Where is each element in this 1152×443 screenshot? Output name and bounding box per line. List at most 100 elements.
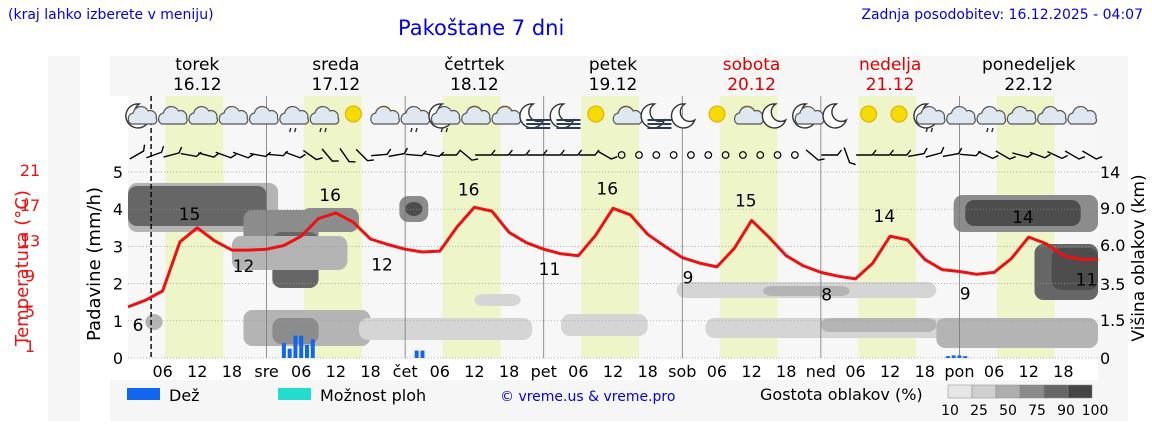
wind-barb	[873, 149, 895, 156]
cloud-shape	[218, 105, 249, 125]
hour-tick-label: 12	[1019, 362, 1039, 381]
hour-tick-label: 06	[152, 362, 172, 381]
wind-barb	[925, 146, 945, 158]
wind-barb	[405, 150, 427, 157]
cloud-icon	[946, 105, 976, 125]
wind-barb-icon	[597, 150, 618, 160]
wind-barb-icon	[977, 150, 999, 160]
calm-circle	[704, 151, 713, 159]
cloud-shape	[430, 105, 461, 125]
daylight-band	[858, 96, 917, 358]
precipitation-tick-label: 4	[113, 200, 123, 219]
wind-barb	[843, 147, 856, 166]
cloud-density-region	[965, 200, 1081, 226]
rain-drops	[986, 127, 994, 133]
precipitation-bar	[957, 355, 962, 358]
wind-barb-icon	[423, 151, 445, 158]
wind-barb-icon	[527, 149, 548, 156]
calm-wind-icon	[652, 151, 661, 159]
calm-circle	[773, 151, 782, 159]
wind-barb-icon	[232, 151, 254, 159]
cloud-density-region	[561, 314, 648, 336]
wind-barb-icon	[843, 147, 856, 166]
wind-barb-icon	[355, 148, 374, 162]
rain-drops	[440, 127, 449, 133]
cloud-shape	[1067, 105, 1098, 125]
temperature-data-label: 16	[319, 186, 341, 206]
temperature-data-label: 6	[133, 316, 144, 336]
calm-wind-icon	[635, 151, 643, 159]
hour-tick-label: 12	[464, 362, 484, 381]
temperature-data-label: 16	[596, 179, 618, 199]
day-name: nedelja	[859, 55, 921, 75]
legend-showers-label: Možnost ploh	[320, 386, 426, 405]
wind-barb	[544, 149, 565, 156]
moon-rain-icon	[913, 103, 946, 133]
location-menu-hint[interactable]: (kraj lahko izberete v meniju)	[8, 7, 214, 23]
day-name: četrtek	[444, 55, 505, 75]
cloud-density-region	[128, 186, 267, 226]
legend-rain-swatch	[127, 388, 160, 400]
precipitation-bar	[420, 350, 425, 358]
legend-rain-label: Dež	[169, 386, 200, 405]
wind-barb	[475, 149, 496, 156]
wind-barb	[1029, 151, 1051, 159]
wind-barb-icon	[995, 150, 1016, 160]
wind-barb	[163, 146, 183, 158]
day-short-label: čet	[393, 362, 418, 381]
temperature-axis-label: Temperatura (°C)	[12, 190, 33, 347]
cloud-density-swatch	[947, 384, 973, 399]
hour-tick-label: 06	[430, 362, 450, 381]
cloud-density-region	[763, 286, 850, 296]
day-name: ponedeljek	[982, 55, 1076, 75]
calm-wind-icon	[756, 151, 765, 159]
copyright-link[interactable]: © vreme.us & vreme.pro	[500, 389, 675, 405]
cloud-shape	[188, 105, 219, 125]
wind-barb	[942, 147, 963, 158]
sun-shape	[860, 105, 878, 123]
wind-barb-icon	[821, 149, 843, 156]
cloud-density-tick-label: 100	[1082, 403, 1109, 419]
cloud-icon	[1037, 105, 1067, 125]
calm-circle	[739, 151, 747, 159]
cloud-shape	[370, 105, 400, 125]
temperature-line	[127, 205, 1098, 309]
wind-barb-icon	[198, 152, 220, 158]
cloud-height-tick-label: 6.0	[1100, 236, 1125, 255]
cloud-density-region	[301, 208, 359, 232]
cloud-shape	[127, 105, 158, 125]
moon-shape	[549, 103, 575, 129]
cloud-icon	[248, 105, 279, 125]
precipitation-tick-label: 2	[113, 275, 123, 294]
cloud-height-tick-label: 3.5	[1100, 275, 1125, 294]
daylight-band	[442, 96, 501, 358]
wind-barb	[805, 149, 825, 161]
cloud-density-region	[231, 236, 348, 270]
cloud-shape	[976, 105, 1007, 125]
sun-shape	[890, 105, 908, 123]
wind-barb	[1047, 150, 1068, 160]
fog-lines	[647, 119, 672, 129]
wind-barb	[492, 149, 513, 156]
wind-barb	[597, 150, 618, 160]
day-date: 19.12	[589, 75, 638, 95]
legend-showers-swatch	[278, 388, 311, 400]
cloud-density-tick-label: 10	[941, 403, 959, 419]
wind-barb-icon	[561, 149, 583, 156]
cloud-density-region	[474, 294, 521, 306]
moon-shape	[761, 103, 788, 129]
sun-shape	[587, 105, 605, 123]
cloud-axis-panel	[1098, 56, 1128, 421]
hour-tick-label: 12	[603, 362, 623, 381]
wind-barb-icon	[475, 149, 496, 156]
wind-barb-icon	[1047, 150, 1068, 160]
moon-icon	[670, 103, 697, 129]
wind-barb-icon	[856, 149, 877, 156]
wind-barb	[440, 149, 461, 156]
hour-tick-label: 18	[637, 362, 657, 381]
wind-barb-icon	[492, 149, 513, 156]
cloud-density-swatch	[1043, 384, 1069, 399]
precipitation-bar	[945, 356, 950, 358]
rain-drops	[410, 127, 418, 133]
